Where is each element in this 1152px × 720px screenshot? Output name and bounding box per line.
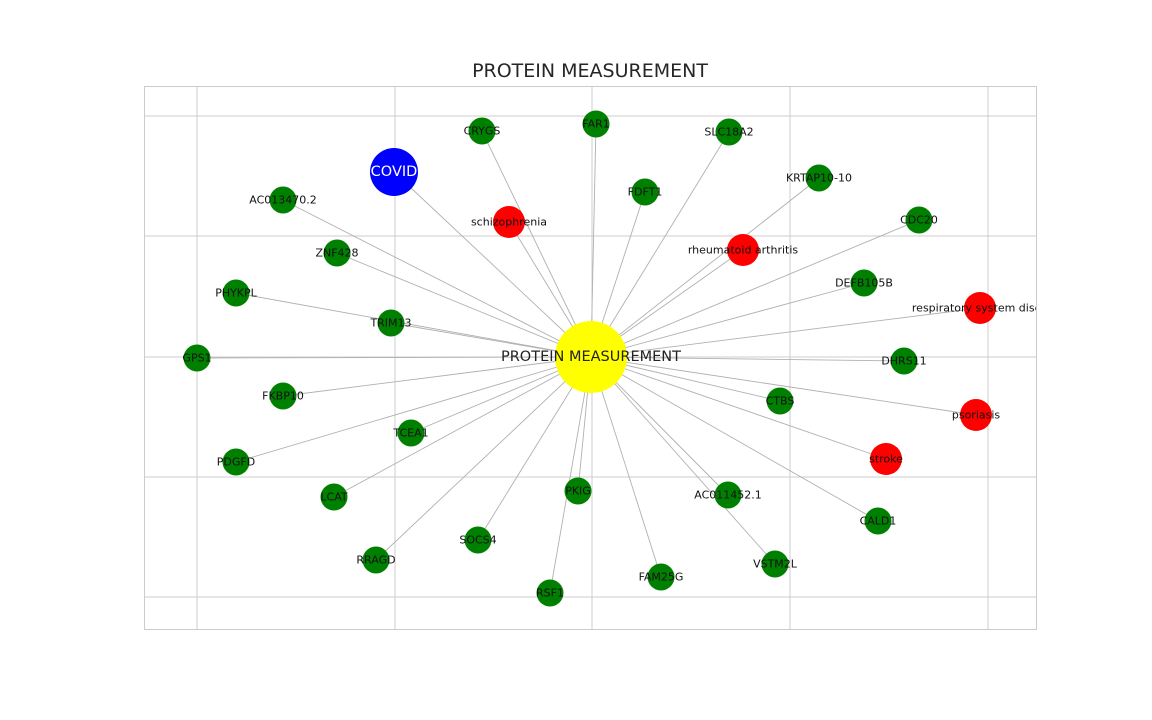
- node-pkig: [564, 477, 592, 505]
- node-labels: PROTEIN MEASUREMENT COVID CRYGS FAR1 SLC18A2…: [182, 118, 1048, 600]
- node-rragd: [362, 546, 390, 574]
- edge-defb105b: [590, 282, 865, 358]
- node-label-pkig: PKIG: [565, 485, 591, 498]
- node-protein-measurement: [555, 321, 627, 393]
- node-label-vstm2l: VSTM2L: [753, 558, 798, 571]
- node-ctbs: [766, 387, 794, 415]
- node-label-ctbs: CTBS: [766, 395, 795, 408]
- node-fam25g: [647, 563, 675, 591]
- edge-ac013470-2: [282, 199, 592, 358]
- node-label-far1: FAR1: [582, 118, 609, 131]
- node-tcea1: [397, 419, 425, 447]
- node-psoriasis: [960, 399, 992, 431]
- graph-title: PROTEIN MEASUREMENT: [472, 60, 708, 82]
- edge-rsf1: [549, 356, 592, 594]
- edge-crygs: [481, 130, 592, 358]
- edge-fam25g: [590, 356, 662, 578]
- edge-rragd: [375, 356, 592, 561]
- edge-psoriasis: [590, 356, 977, 416]
- edge-krtap10-10: [590, 177, 820, 358]
- edge-phykpl: [235, 292, 592, 358]
- edge-dhrs11: [590, 356, 905, 362]
- node-cald1: [864, 507, 892, 535]
- edge-vstm2l: [590, 356, 776, 565]
- node-label-defb105b: DEFB105B: [835, 277, 893, 290]
- node-label-ac013470-2: AC013470.2: [249, 194, 317, 207]
- node-crygs: [468, 117, 496, 145]
- node-label-crygs: CRYGS: [464, 125, 501, 138]
- node-phykpl: [222, 279, 250, 307]
- node-schizophrenia: [493, 206, 525, 238]
- edge-respiratory-system-disea: [590, 307, 981, 358]
- edge-lcat: [333, 356, 592, 498]
- node-ac013470-2: [269, 186, 297, 214]
- node-fdft1: [631, 178, 659, 206]
- node-label-stroke: stroke: [869, 453, 903, 466]
- edge-cdc20: [590, 219, 920, 358]
- node-label-cdc20: CDC20: [900, 214, 938, 227]
- node-stroke: [870, 443, 902, 475]
- edge-stroke: [590, 356, 887, 460]
- nodes: [183, 110, 996, 607]
- node-far1: [582, 110, 610, 138]
- node-label-lcat: LCAT: [320, 491, 347, 504]
- edge-pdgfd: [235, 356, 592, 463]
- edge-covid: [393, 171, 592, 358]
- node-pdgfd: [222, 448, 250, 476]
- node-label-rheumatoid-arthritis: rheumatoid arthritis: [688, 244, 799, 257]
- node-label-psoriasis: psoriasis: [952, 409, 1001, 422]
- node-label-covid: COVID: [371, 164, 418, 180]
- node-defb105b: [850, 269, 878, 297]
- node-label-fdft1: FDFT1: [628, 186, 663, 199]
- node-cdc20: [905, 206, 933, 234]
- node-label-dhrs11: DHRS11: [881, 355, 926, 368]
- node-krtap10-10: [805, 164, 833, 192]
- node-label-cald1: CALD1: [860, 515, 897, 528]
- node-label-krtap10-10: KRTAP10-10: [786, 172, 852, 185]
- edge-cald1: [590, 356, 879, 522]
- node-label-schizophrenia: schizophrenia: [471, 216, 547, 229]
- edge-gps1: [196, 356, 592, 359]
- node-label-pdgfd: PDGFD: [217, 456, 255, 469]
- node-label-ac011452-1: AC011452.1: [694, 489, 762, 502]
- node-rheumatoid-arthritis: [727, 234, 759, 266]
- edge-slc18a2: [590, 131, 730, 358]
- node-rsf1: [536, 579, 564, 607]
- node-gps1: [183, 344, 211, 372]
- node-trim13: [377, 309, 405, 337]
- node-label-slc18a2: SLC18A2: [704, 126, 753, 139]
- node-vstm2l: [761, 550, 789, 578]
- node-label-socs4: SOCS4: [459, 534, 496, 547]
- node-label-fam25g: FAM25G: [639, 571, 684, 584]
- node-label-fkbp10: FKBP10: [262, 390, 304, 403]
- node-slc18a2: [715, 118, 743, 146]
- node-dhrs11: [890, 347, 918, 375]
- edge-far1: [590, 123, 597, 358]
- node-label-protein-measurement: PROTEIN MEASUREMENT: [501, 349, 681, 365]
- node-label-respiratory-system-disea: respiratory system disea: [912, 302, 1048, 315]
- node-respiratory-system-disea: [964, 292, 996, 324]
- node-label-rragd: RRAGD: [356, 554, 395, 567]
- edge-znf428: [336, 252, 592, 358]
- node-ac011452-1: [714, 481, 742, 509]
- edges: [196, 123, 981, 594]
- node-label-trim13: TRIM13: [369, 317, 411, 330]
- node-label-znf428: ZNF428: [315, 247, 358, 260]
- edge-fkbp10: [282, 356, 592, 397]
- node-znf428: [323, 239, 351, 267]
- node-label-phykpl: PHYKPL: [215, 287, 257, 300]
- node-socs4: [464, 526, 492, 554]
- node-lcat: [320, 483, 348, 511]
- node-covid: [370, 148, 418, 196]
- node-fkbp10: [269, 382, 297, 410]
- node-label-gps1: GPS1: [182, 352, 211, 365]
- node-label-rsf1: RSF1: [536, 587, 564, 600]
- node-label-tcea1: TCEA1: [392, 427, 428, 440]
